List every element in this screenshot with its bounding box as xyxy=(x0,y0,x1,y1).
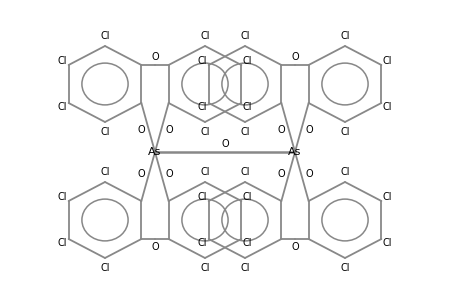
Text: As: As xyxy=(148,147,161,157)
Text: O: O xyxy=(137,169,145,179)
Text: Cl: Cl xyxy=(200,32,209,41)
Text: Cl: Cl xyxy=(242,192,252,203)
Text: Cl: Cl xyxy=(240,127,249,136)
Text: O: O xyxy=(305,125,312,135)
Text: O: O xyxy=(276,125,284,135)
Text: Cl: Cl xyxy=(240,167,249,177)
Text: Cl: Cl xyxy=(382,192,391,203)
Text: Cl: Cl xyxy=(240,262,249,273)
Text: Cl: Cl xyxy=(242,238,252,248)
Text: Cl: Cl xyxy=(197,238,207,248)
Text: O: O xyxy=(221,139,228,149)
Text: O: O xyxy=(151,242,158,252)
Text: Cl: Cl xyxy=(58,238,67,248)
Text: O: O xyxy=(165,125,173,135)
Text: Cl: Cl xyxy=(100,127,110,136)
Text: Cl: Cl xyxy=(240,32,249,41)
Text: O: O xyxy=(305,169,312,179)
Text: Cl: Cl xyxy=(340,262,349,273)
Text: Cl: Cl xyxy=(100,32,110,41)
Text: O: O xyxy=(276,169,284,179)
Text: Cl: Cl xyxy=(382,102,391,112)
Text: Cl: Cl xyxy=(242,102,252,112)
Text: As: As xyxy=(288,147,301,157)
Text: O: O xyxy=(137,125,145,135)
Text: Cl: Cl xyxy=(200,127,209,136)
Text: Cl: Cl xyxy=(197,102,207,112)
Text: Cl: Cl xyxy=(100,167,110,177)
Text: O: O xyxy=(291,52,298,62)
Text: O: O xyxy=(151,52,158,62)
Text: O: O xyxy=(165,169,173,179)
Text: Cl: Cl xyxy=(197,192,207,203)
Text: Cl: Cl xyxy=(382,56,391,66)
Text: Cl: Cl xyxy=(382,238,391,248)
Text: Cl: Cl xyxy=(340,167,349,177)
Text: Cl: Cl xyxy=(200,262,209,273)
Text: Cl: Cl xyxy=(58,56,67,66)
Text: Cl: Cl xyxy=(200,167,209,177)
Text: Cl: Cl xyxy=(58,102,67,112)
Text: O: O xyxy=(291,242,298,252)
Text: Cl: Cl xyxy=(340,127,349,136)
Text: Cl: Cl xyxy=(58,192,67,203)
Text: Cl: Cl xyxy=(242,56,252,66)
Text: Cl: Cl xyxy=(197,56,207,66)
Text: Cl: Cl xyxy=(340,32,349,41)
Text: Cl: Cl xyxy=(100,262,110,273)
